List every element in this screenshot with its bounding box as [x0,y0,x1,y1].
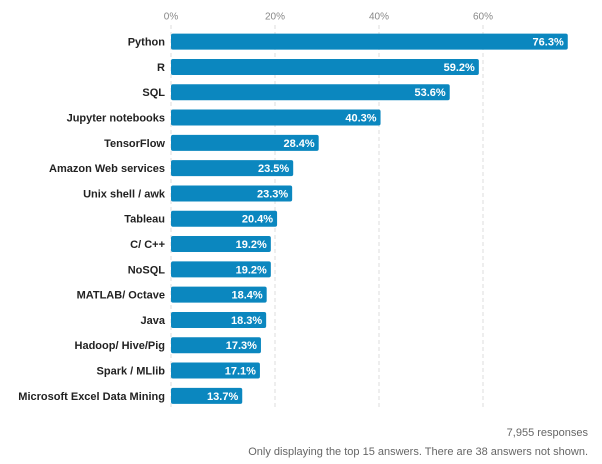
bar [171,337,261,354]
bar [171,387,243,404]
bar [171,84,450,101]
value-label: 19.2% [236,264,267,276]
category-label: Tableau [124,214,165,226]
category-label: Amazon Web services [49,163,165,175]
bar [171,236,271,253]
category-label: MATLAB/ Octave [77,290,165,302]
x-tick-label: 40% [369,12,389,23]
x-tick-label: 20% [265,12,285,23]
category-label: Python [128,37,166,49]
value-label: 18.3% [231,315,262,327]
bar [171,160,294,177]
value-label: 17.1% [225,365,256,377]
bar [171,109,381,126]
value-label: 19.2% [236,239,267,251]
value-label: 76.3% [533,37,564,49]
category-label: SQL [142,87,165,99]
annotation: Only displaying the top 15 answers. Ther… [248,446,588,458]
value-label: 59.2% [444,62,475,74]
category-label: Java [141,315,166,327]
x-tick-label: 60% [473,12,493,23]
category-label: Jupyter notebooks [67,112,165,124]
value-label: 20.4% [242,214,273,226]
category-label: Hadoop/ Hive/Pig [75,340,165,352]
bar [171,185,293,202]
category-label: TensorFlow [104,138,165,150]
category-label: Microsoft Excel Data Mining [18,391,165,403]
bar [171,286,267,303]
value-label: 40.3% [345,112,376,124]
value-label: 17.3% [226,340,257,352]
category-label: C/ C++ [130,239,165,251]
category-label: R [157,62,165,74]
category-label: NoSQL [128,264,166,276]
bar [171,58,479,75]
category-label: Unix shell / awk [83,188,166,200]
value-label: 28.4% [283,138,314,150]
value-label: 23.5% [258,163,289,175]
category-label: Spark / MLlib [97,365,166,377]
bar [171,210,278,227]
value-label: 23.3% [257,188,288,200]
bar [171,311,267,328]
bar [171,362,260,379]
bar [171,261,271,278]
value-label: 13.7% [207,391,238,403]
value-label: 53.6% [415,87,446,99]
value-label: 18.4% [231,290,262,302]
x-tick-label: 0% [164,12,179,23]
annotation: 7,955 responses [507,427,589,439]
bar [171,134,319,151]
bar [171,33,568,50]
